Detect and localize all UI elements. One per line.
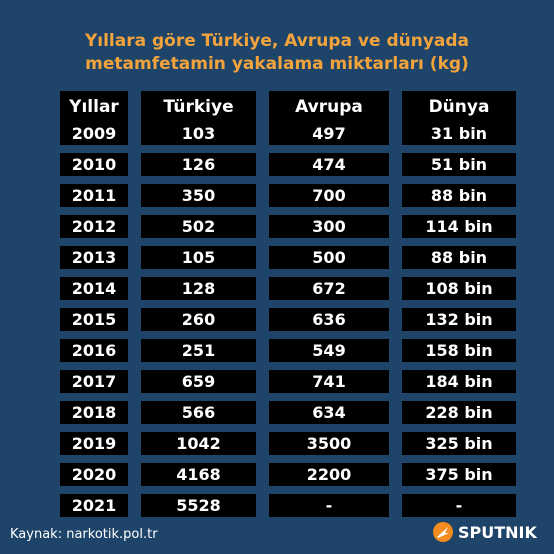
table-cell-year: 2016 xyxy=(60,339,128,362)
table-cell-year: 2014 xyxy=(60,277,128,300)
table-cell-dunya: 88 bin xyxy=(402,184,516,207)
table-cell-avrupa: 636 xyxy=(269,308,389,331)
table-cell-year: 2010 xyxy=(60,153,128,176)
table-cell-dunya: 51 bin xyxy=(402,153,516,176)
table-cell-year: 2021 xyxy=(60,494,128,517)
table-cell-dunya: - xyxy=(402,494,516,517)
table-cell-turkiye: 4168 xyxy=(141,463,256,486)
table-cell-turkiye: 103 xyxy=(141,122,256,145)
table-cell-year: 2012 xyxy=(60,215,128,238)
table-cell-year: 2017 xyxy=(60,370,128,393)
table-cell-turkiye: 566 xyxy=(141,401,256,424)
table-cell-avrupa: 3500 xyxy=(269,432,389,455)
table-cell-year: 2013 xyxy=(60,246,128,269)
table-cell-turkiye: 105 xyxy=(141,246,256,269)
data-table: Yıllar Türkiye Avrupa Dünya 2009 103 497 31… xyxy=(60,91,516,517)
title-line-2: metamfetamin yakalama miktarları (kg) xyxy=(85,54,469,74)
table-cell-dunya: 114 bin xyxy=(402,215,516,238)
title-line-1: Yıllara göre Türkiye, Avrupa ve dünyada xyxy=(84,31,470,51)
table-cell-turkiye: 350 xyxy=(141,184,256,207)
header-cell-turkiye: Türkiye xyxy=(141,91,256,122)
table-cell-avrupa: - xyxy=(269,494,389,517)
table-cell-dunya: 88 bin xyxy=(402,246,516,269)
brand-text: SPUTNIK xyxy=(458,522,537,542)
header-cell-dunya: Dünya xyxy=(402,91,516,122)
table-cell-turkiye: 659 xyxy=(141,370,256,393)
table-cell-turkiye: 260 xyxy=(141,308,256,331)
table-cell-avrupa: 741 xyxy=(269,370,389,393)
table-cell-year: 2015 xyxy=(60,308,128,331)
table-cell-avrupa: 300 xyxy=(269,215,389,238)
table-cell-dunya: 132 bin xyxy=(402,308,516,331)
table-cell-year: 2009 xyxy=(60,122,128,145)
table-cell-dunya: 375 bin xyxy=(402,463,516,486)
table-cell-year: 2018 xyxy=(60,401,128,424)
sputnik-arrow-icon xyxy=(433,522,453,542)
table-cell-avrupa: 474 xyxy=(269,153,389,176)
page-title: Yıllara göre Türkiye, Avrupa ve dünyada … xyxy=(0,30,554,76)
table-cell-avrupa: 700 xyxy=(269,184,389,207)
table-cell-year: 2019 xyxy=(60,432,128,455)
table-cell-turkiye: 1042 xyxy=(141,432,256,455)
sputnik-logo: SPUTNIK xyxy=(432,521,537,543)
source-text: Kaynak: narkotik.pol.tr xyxy=(10,527,158,542)
table-cell-avrupa: 549 xyxy=(269,339,389,362)
table-cell-avrupa: 500 xyxy=(269,246,389,269)
table-cell-turkiye: 502 xyxy=(141,215,256,238)
table-cell-turkiye: 128 xyxy=(141,277,256,300)
table-cell-dunya: 184 bin xyxy=(402,370,516,393)
table-cell-avrupa: 497 xyxy=(269,122,389,145)
table-cell-turkiye: 126 xyxy=(141,153,256,176)
table-cell-avrupa: 634 xyxy=(269,401,389,424)
table-cell-avrupa: 672 xyxy=(269,277,389,300)
header-cell-avrupa: Avrupa xyxy=(269,91,389,122)
table-cell-dunya: 158 bin xyxy=(402,339,516,362)
table-cell-turkiye: 251 xyxy=(141,339,256,362)
table-cell-dunya: 108 bin xyxy=(402,277,516,300)
table-cell-dunya: 31 bin xyxy=(402,122,516,145)
table-cell-year: 2011 xyxy=(60,184,128,207)
table-cell-avrupa: 2200 xyxy=(269,463,389,486)
header-cell-years: Yıllar xyxy=(60,91,128,122)
table-cell-year: 2020 xyxy=(60,463,128,486)
table-cell-dunya: 228 bin xyxy=(402,401,516,424)
table-cell-dunya: 325 bin xyxy=(402,432,516,455)
table-cell-turkiye: 5528 xyxy=(141,494,256,517)
